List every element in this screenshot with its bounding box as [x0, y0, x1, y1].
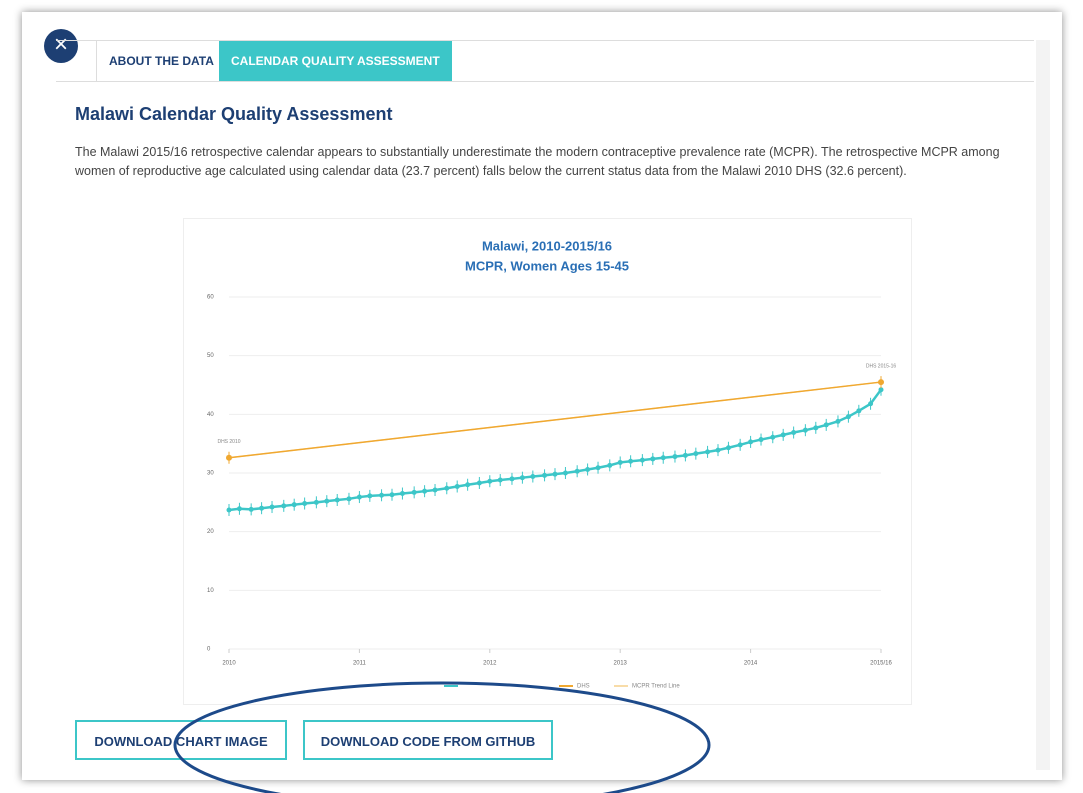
- point: [356, 494, 362, 500]
- point: [758, 437, 764, 443]
- tab-active[interactable]: CALENDAR QUALITY ASSESSMENT: [219, 41, 452, 81]
- y-tick-label: 50: [207, 353, 214, 359]
- point: [813, 425, 819, 431]
- point: [226, 507, 232, 513]
- x-tick-label: 2011: [353, 661, 367, 667]
- point: [725, 445, 731, 451]
- point: [302, 501, 308, 507]
- y-tick-label: 20: [207, 529, 214, 535]
- point: [497, 477, 503, 483]
- chart-title: Malawi, 2010-2015/16: [482, 238, 612, 253]
- point: [562, 470, 568, 476]
- point: [802, 427, 808, 433]
- point: [379, 492, 385, 498]
- y-tick-label: 0: [207, 647, 211, 653]
- point: [476, 480, 482, 486]
- point: [334, 497, 340, 503]
- point: [574, 468, 580, 474]
- point: [269, 504, 275, 510]
- point: [465, 482, 471, 488]
- point: [607, 462, 613, 468]
- point: [628, 458, 634, 464]
- point: [617, 459, 623, 465]
- series-line: [228, 381, 882, 459]
- point: [770, 434, 776, 440]
- point: [346, 496, 352, 502]
- scrollbar[interactable]: [1036, 40, 1050, 770]
- chart-box: Malawi, 2010-2015/16 MCPR, Women Ages 15…: [183, 218, 912, 705]
- point: [248, 506, 254, 512]
- annotation: DHS 2010: [217, 439, 240, 445]
- point: [259, 505, 265, 511]
- modal: [22, 12, 1062, 780]
- point: [650, 456, 656, 462]
- y-tick-label: 60: [207, 295, 214, 301]
- point: [672, 454, 678, 460]
- x-tick-label: 2014: [744, 661, 758, 667]
- x-tick-label: 2010: [222, 661, 236, 667]
- point: [236, 506, 242, 512]
- point: [715, 447, 721, 453]
- point: [542, 472, 548, 478]
- point: [281, 503, 287, 509]
- x-tick-label: 2015/16: [870, 661, 892, 667]
- point: [432, 487, 438, 493]
- point: [367, 493, 373, 499]
- point: [411, 489, 417, 495]
- point: [454, 483, 460, 489]
- chart-subtitle: MCPR, Women Ages 15-45: [465, 258, 629, 273]
- point: [693, 451, 699, 457]
- point: [399, 491, 405, 497]
- close-button[interactable]: ×: [44, 29, 78, 63]
- y-tick-label: 30: [207, 471, 214, 477]
- legend-label: DHS: [577, 684, 590, 690]
- point: [519, 475, 525, 481]
- point: [748, 439, 754, 445]
- point: [487, 478, 493, 484]
- point: [682, 452, 688, 458]
- point: [389, 492, 395, 498]
- point: [660, 455, 666, 461]
- point: [780, 432, 786, 438]
- annotation: DHS 2015-16: [866, 363, 897, 369]
- y-tick-label: 10: [207, 588, 214, 594]
- point: [823, 422, 829, 428]
- point: [313, 499, 319, 505]
- point: [509, 476, 515, 482]
- point: [705, 449, 711, 455]
- point: [422, 488, 428, 494]
- point: [845, 414, 851, 420]
- x-tick-label: 2013: [614, 661, 628, 667]
- point: [530, 474, 536, 480]
- legend-label: MCPR Trend Line: [632, 684, 680, 690]
- point: [868, 401, 874, 407]
- point: [552, 471, 558, 477]
- download-code-button[interactable]: DOWNLOAD CODE FROM GITHUB: [303, 720, 553, 760]
- point: [878, 387, 884, 393]
- point: [585, 466, 591, 472]
- point: [226, 454, 232, 461]
- point: [878, 379, 884, 386]
- y-tick-label: 40: [207, 412, 214, 418]
- point: [639, 457, 645, 463]
- point: [737, 442, 743, 448]
- point: [444, 485, 450, 491]
- point: [856, 408, 862, 414]
- point: [324, 498, 330, 504]
- point: [835, 418, 841, 424]
- point: [595, 465, 601, 471]
- heading: Malawi Calendar Quality Assessment: [75, 104, 393, 124]
- tab[interactable]: ABOUT THE DATA: [96, 41, 226, 81]
- paragraph: The Malawi 2015/16 retrospective calenda…: [75, 145, 1000, 178]
- chart: Malawi, 2010-2015/16 MCPR, Women Ages 15…: [207, 238, 897, 690]
- series-line: [228, 388, 883, 512]
- tab-bar: ABOUT THE DATA CALENDAR QUALITY ASSESSME…: [56, 40, 1034, 82]
- x-tick-label: 2012: [483, 661, 497, 667]
- download-image-button[interactable]: DOWNLOAD CHART IMAGE: [75, 720, 287, 760]
- point: [291, 502, 297, 508]
- point: [791, 430, 797, 436]
